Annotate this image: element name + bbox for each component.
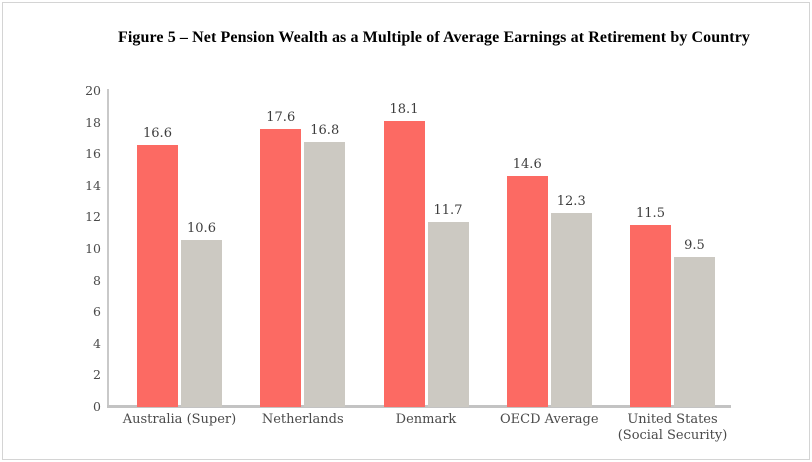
bar-gray — [427, 222, 469, 407]
x-category-label: United States (Social Security) — [617, 412, 728, 443]
bar-red — [260, 128, 302, 407]
y-tick-label: 20 — [85, 83, 101, 98]
figure-title: Figure 5 – Net Pension Wealth as a Multi… — [117, 29, 751, 46]
bar-value-label: 10.6 — [187, 220, 216, 236]
y-tick-label: 12 — [85, 209, 101, 225]
bar-value-label: 18.1 — [389, 102, 419, 118]
bar-value-label: 11.5 — [636, 206, 665, 222]
bar-value-label: 16.8 — [310, 122, 340, 138]
x-category-label: Australia (Super) — [122, 412, 237, 427]
y-tick-label: 14 — [85, 177, 101, 193]
bar-value-label: 11.7 — [433, 203, 463, 219]
bar-red — [383, 121, 425, 407]
y-axis-line — [107, 89, 109, 408]
bar-value-label: 17.6 — [266, 109, 296, 125]
y-tick-label: 4 — [93, 335, 101, 351]
bar-gray — [181, 239, 222, 407]
bar-value-label: 9.5 — [684, 237, 705, 253]
x-category-label: Denmark — [395, 412, 457, 427]
bar-red — [506, 176, 548, 407]
bar-gray — [550, 212, 592, 407]
y-tick-label: 8 — [93, 272, 101, 288]
y-tick-label: 18 — [85, 114, 101, 130]
bar-red — [137, 144, 178, 407]
bar-value-label: 14.6 — [512, 157, 542, 173]
bar-red — [630, 225, 671, 407]
bar-gray — [304, 141, 346, 407]
bar-gray — [674, 256, 715, 407]
y-tick-label: 2 — [93, 367, 101, 383]
y-tick-label: 10 — [85, 241, 101, 256]
y-tick-label: 6 — [93, 304, 101, 320]
bar-chart: 0 2 4 6 8 10 12 14 16 18 20 16.6 10.6 17.6 16.8 18.1 11… — [3, 3, 809, 459]
y-tick-label: 16 — [85, 146, 101, 162]
x-category-label: Netherlands — [261, 412, 344, 427]
y-tick-label: 0 — [93, 399, 101, 414]
bar-value-label: 16.6 — [143, 125, 172, 141]
bar-value-label: 12.3 — [556, 193, 586, 209]
x-category-label: OECD Average — [499, 412, 599, 427]
